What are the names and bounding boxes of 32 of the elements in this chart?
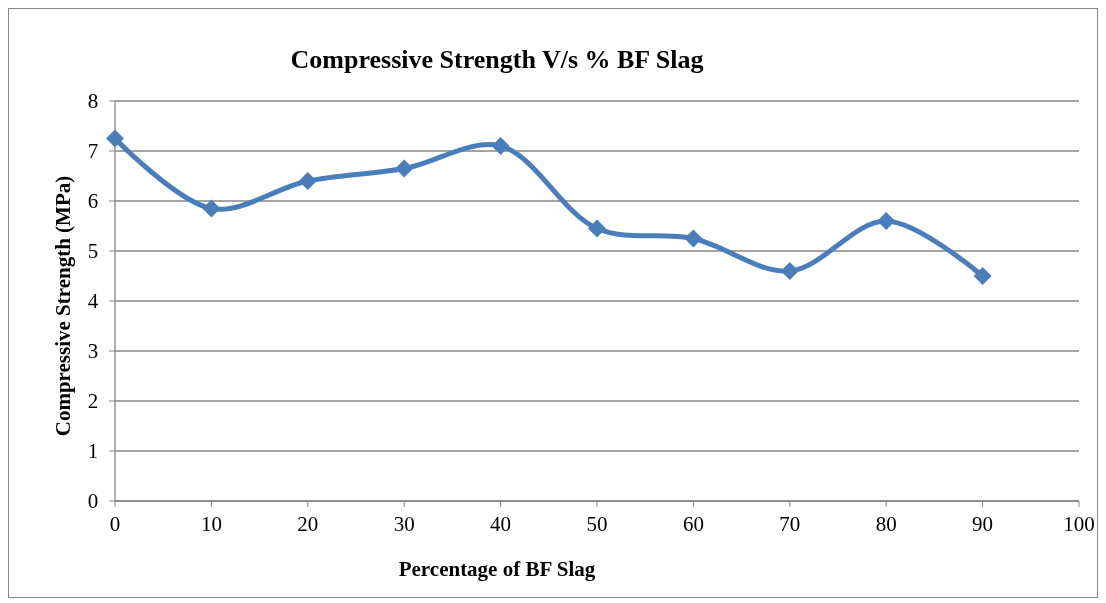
y-axis-title: Compressive Strength (MPa) — [51, 175, 75, 437]
point — [684, 229, 703, 248]
y-tick-label: 4 — [87, 289, 99, 313]
x-tick-label: 100 — [1063, 512, 1095, 536]
y-tick-label: 3 — [87, 339, 99, 363]
point — [202, 199, 221, 218]
point — [973, 267, 992, 285]
y-tick-label: 7 — [87, 139, 99, 163]
y-tick-label: 5 — [87, 239, 99, 263]
x-tick-label: 40 — [490, 512, 512, 536]
y-tick-label: 1 — [87, 439, 99, 463]
point — [877, 212, 896, 230]
point — [298, 172, 317, 190]
x-tick-label: 90 — [972, 512, 994, 536]
point — [395, 159, 414, 178]
x-tick-label: 70 — [779, 512, 801, 536]
x-tick-label: 0 — [109, 512, 121, 536]
x-tick-label: 10 — [200, 512, 222, 536]
x-axis-title: Percentage of BF Slag — [398, 557, 596, 581]
y-tick-label: 8 — [87, 89, 99, 113]
x-tick-label: 60 — [682, 512, 704, 536]
y-tick-label: 6 — [87, 189, 99, 213]
point — [106, 129, 124, 148]
x-tick-label: 50 — [586, 512, 608, 536]
x-tick-label: 80 — [875, 512, 897, 536]
point — [588, 219, 606, 238]
y-tick-label: 0 — [87, 489, 99, 513]
x-tick-label: 30 — [393, 512, 415, 536]
y-tick-label: 2 — [87, 389, 99, 413]
x-tick-label: 20 — [297, 512, 319, 536]
point — [491, 137, 510, 155]
chart-title: Compressive Strength V/s % BF Slag — [290, 45, 704, 74]
